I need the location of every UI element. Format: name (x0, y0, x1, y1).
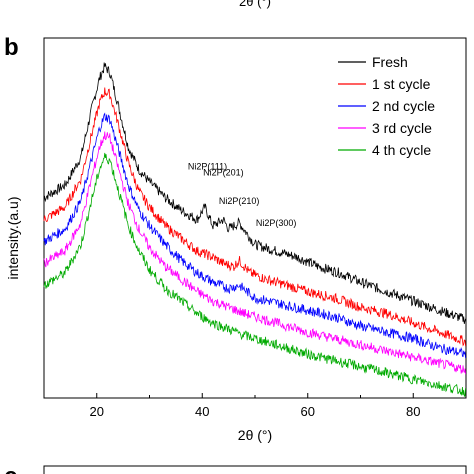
x-tick-label: 80 (406, 404, 420, 419)
x-axis-label: 2θ (°) (238, 427, 272, 443)
x-tick-label: 60 (301, 404, 315, 419)
legend: Fresh 1 st cycle 2 nd cycle 3 rd cycle 4 th … (338, 54, 435, 158)
legend-entry: 2 nd cycle (372, 98, 435, 114)
next-panel-frame (43, 465, 467, 474)
x-tick-label: 20 (90, 404, 104, 419)
series-line-2 (43, 87, 466, 347)
panel-letter: b (4, 34, 19, 61)
series-layer (43, 62, 466, 397)
next-panel-letter: c (4, 463, 17, 474)
y-axis-label: intensity.(a.u) (5, 197, 21, 280)
series-line-4 (43, 131, 466, 375)
x-axis-ticks: 20 40 60 80 (43, 393, 467, 419)
x-tick-label: 40 (195, 404, 209, 419)
series-line-3 (43, 112, 466, 359)
legend-entry: 4 th cycle (372, 142, 431, 158)
series-line-5 (43, 152, 466, 397)
top-panel-x-axis-label: 2θ (°) (239, 0, 271, 9)
peak-annotation: Ni2P(111) (188, 161, 227, 171)
peak-annotations: Ni2P(111)Ni2P(201) Ni2P(210) Ni2P(300) (188, 161, 296, 227)
legend-entry: 1 st cycle (372, 76, 431, 92)
peak-annotation: Ni2P(201) (203, 168, 244, 178)
legend-entry: Fresh (372, 54, 408, 70)
series-line-1 (43, 62, 466, 324)
peak-annotation: Ni2P(210) (219, 196, 260, 206)
legend-entry: 3 rd cycle (372, 120, 432, 136)
peak-annotation: Ni2P(300) (256, 218, 297, 228)
